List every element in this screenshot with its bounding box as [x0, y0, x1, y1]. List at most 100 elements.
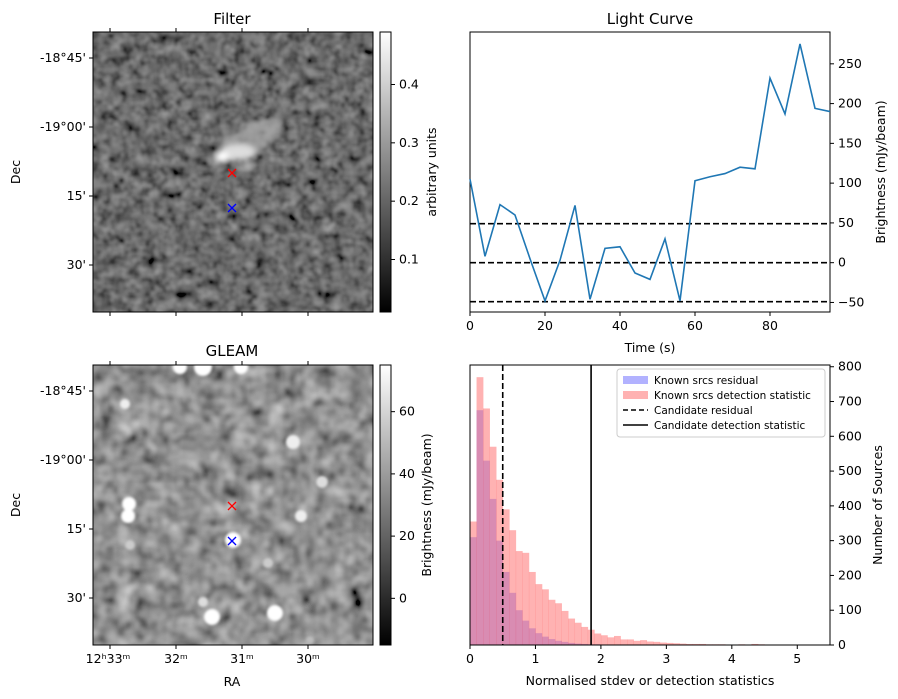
detection-bar	[620, 639, 628, 645]
light-curve-axes-frame	[469, 31, 831, 313]
detection-bar	[568, 618, 576, 645]
detection-bar	[555, 603, 562, 645]
light-curve-series-line	[469, 43, 831, 304]
legend-entry: Known srcs residual	[623, 375, 758, 387]
detection-bar	[509, 530, 517, 645]
histogram-xlabel: Normalised stdev or detection statistics	[526, 673, 775, 688]
x-tick-label: 4	[728, 651, 736, 666]
x-tick-label: 60	[687, 318, 703, 333]
gleam-ylabel: Dec	[8, 493, 23, 517]
detection-bar	[489, 446, 497, 645]
filter-panel: Filter -18°45' -19°00' 15' 30' Dec 0.1 0.2 0.…	[8, 10, 439, 316]
y-tick-label: -19°00'	[40, 119, 86, 134]
detection-bar	[542, 589, 549, 645]
blue-cross-marker	[227, 536, 237, 546]
detection-bar	[522, 552, 530, 645]
colorbar-tick-label: 0.2	[399, 193, 419, 208]
histogram-panel: 0 1 2 3 4 5 0 100 200 300 400 500 600 700 800 Normali…	[466, 359, 885, 688]
gleam-point-sources	[120, 365, 328, 644]
detection-bar	[679, 643, 687, 645]
colorbar-tick-label: 60	[399, 404, 415, 419]
light-curve-title: Light Curve	[607, 10, 693, 28]
gleam-axes-frame	[92, 364, 374, 646]
x-tick-label: 0	[466, 318, 474, 333]
gleam-xlabel: RA	[224, 674, 241, 689]
y-tick-label: 15'	[67, 521, 86, 536]
gleam-panel: GLEAM	[8, 342, 434, 689]
y-tick-label: -18°45'	[40, 50, 86, 65]
x-tick-label: 30ᵐ	[296, 651, 320, 666]
colorbar-tick-label: 0	[399, 590, 407, 605]
y-tick-label: 800	[838, 359, 862, 374]
x-tick-label: 0	[466, 651, 474, 666]
light-curve-xlabel: Time (s)	[624, 340, 676, 355]
y-tick-label: -18°45'	[40, 383, 86, 398]
filter-ylabel: Dec	[8, 160, 23, 184]
detection-bar	[686, 643, 693, 645]
legend-entry: Known srcs detection statistic	[623, 390, 811, 402]
y-tick-label: 300	[838, 533, 862, 548]
detection-bar	[607, 637, 615, 645]
detection-bar	[535, 584, 543, 645]
detection-bar	[614, 635, 621, 645]
blue-cross-marker	[227, 203, 237, 213]
detection-bar	[653, 641, 661, 645]
y-tick-label: 700	[838, 394, 862, 409]
y-tick-label: 15'	[67, 188, 86, 203]
legend-label: Candidate detection statistic	[654, 420, 806, 432]
legend-label: Candidate residual	[654, 405, 753, 417]
y-tick-label: 100	[838, 602, 862, 617]
x-tick-label: 20	[537, 318, 553, 333]
colorbar-tick-label: 0.4	[399, 77, 419, 92]
colorbar-tick-label: 20	[399, 528, 415, 543]
x-tick-label: 32ᵐ	[164, 651, 188, 666]
detection-bar	[581, 626, 589, 645]
detection-bar	[666, 642, 674, 645]
detection-bar	[528, 571, 536, 645]
y-tick-label: 0	[838, 255, 846, 270]
legend-label: Known srcs detection statistic	[654, 390, 811, 402]
colorbar-tick-label: 0.1	[399, 252, 419, 267]
detection-bar	[633, 640, 641, 645]
filter-colorbar	[379, 31, 392, 313]
filter-axes-frame	[92, 31, 374, 313]
filter-bright-source	[215, 117, 284, 170]
legend-label: Known srcs residual	[654, 375, 758, 387]
detection-bar	[515, 551, 523, 645]
detection-bar	[483, 408, 490, 645]
x-tick-label: 80	[762, 318, 778, 333]
detection-bar	[672, 643, 680, 645]
y-tick-label: 30'	[67, 257, 86, 272]
detection-bar	[548, 599, 556, 645]
y-tick-label: 400	[838, 498, 862, 513]
filter-colorbar-label: arbitrary units	[424, 127, 439, 216]
y-tick-label: 0	[838, 637, 846, 652]
colorbar-tick-label: 0.3	[399, 135, 419, 150]
y-tick-label: 50	[838, 215, 854, 230]
detection-bar	[476, 377, 484, 645]
x-tick-label: 31ᵐ	[230, 651, 254, 666]
detection-bar	[646, 641, 654, 645]
detection-bar	[561, 610, 569, 645]
y-tick-label: -19°00'	[40, 452, 86, 467]
y-tick-label: 250	[838, 56, 862, 71]
x-tick-label: 40	[612, 318, 628, 333]
x-tick-label: 1	[531, 651, 539, 666]
legend-swatch	[623, 391, 648, 399]
y-tick-label: 30'	[67, 590, 86, 605]
x-tick-label: 5	[793, 651, 801, 666]
detection-bar	[659, 642, 667, 645]
gleam-title: GLEAM	[206, 342, 259, 360]
light-curve-ylabel: Brightness (mJy/beam)	[873, 100, 888, 243]
detection-bar	[600, 635, 608, 645]
detection-bar	[627, 639, 634, 645]
y-tick-label: −50	[838, 294, 864, 309]
x-tick-label: 2	[597, 651, 605, 666]
legend-entry: Candidate residual	[623, 405, 753, 417]
gleam-colorbar-label: Brightness (mJy/beam)	[419, 433, 434, 576]
y-tick-label: 600	[838, 428, 862, 443]
x-tick-label: 3	[662, 651, 670, 666]
detection-bar	[574, 622, 582, 645]
legend-box	[616, 368, 826, 438]
